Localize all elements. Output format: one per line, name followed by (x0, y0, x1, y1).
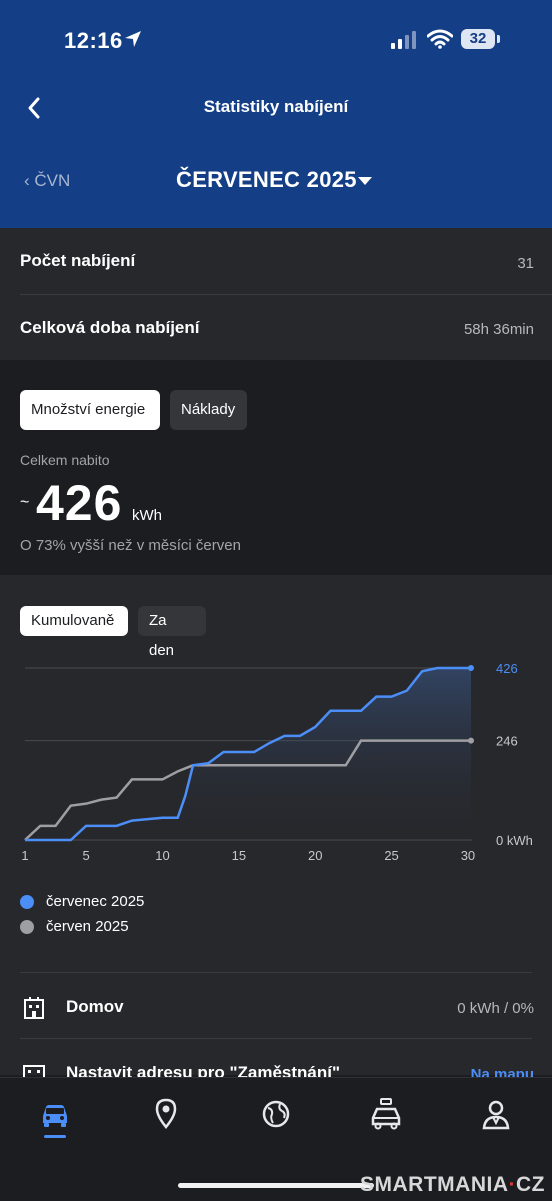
toggle-cumulative[interactable]: Kumulovaně (20, 606, 128, 636)
summary-divider (20, 294, 552, 295)
approx-sign: ~ (20, 494, 30, 511)
charge-duration-value: 58h 36min (463, 321, 534, 338)
car-service-icon[interactable] (368, 1096, 404, 1132)
tab-costs[interactable]: Náklady (170, 390, 247, 430)
chevron-left-icon: ‹ (24, 171, 35, 190)
location-pin-icon[interactable] (148, 1096, 184, 1132)
total-charged-value: 426 (36, 475, 123, 531)
tab-energy-amount[interactable]: Množství energie (20, 390, 160, 430)
legend-label-june: červen 2025 (46, 918, 129, 935)
x-axis-tick-label: 25 (384, 848, 398, 863)
person-icon[interactable] (478, 1096, 514, 1132)
total-charged-unit: kWh (132, 507, 162, 524)
june-end-marker (468, 737, 474, 744)
previous-month-label: ČVN (34, 171, 71, 190)
location-divider-2 (20, 1038, 532, 1039)
watermark-suffix: CZ (515, 1173, 545, 1196)
june-series-line (24, 739, 471, 841)
battery-indicator: 32 (461, 29, 495, 49)
car-icon[interactable] (37, 1096, 73, 1132)
y-axis-label: 0 kWh (496, 833, 533, 848)
legend-dot-june (20, 920, 34, 934)
caret-down-icon[interactable] (358, 177, 372, 185)
july-end-marker (468, 665, 474, 671)
building-icon (24, 997, 44, 1019)
x-axis-tick-label: 30 (461, 848, 475, 863)
watermark: SMARTMANIA·CZ (360, 1173, 545, 1197)
location-divider-1 (20, 972, 532, 973)
month-selector[interactable]: ČERVENEC 2025 (176, 167, 357, 192)
x-axis-tick-label: 10 (155, 848, 169, 863)
charge-count-label: Počet nabíjení (20, 251, 136, 270)
x-axis-tick-label: 20 (308, 848, 322, 863)
cellular-signal-icon (391, 31, 416, 49)
toggle-per-day[interactable]: Za den (138, 606, 206, 659)
july-series-line (25, 666, 471, 842)
page-title: Statistiky nabíjení (203, 97, 349, 116)
x-axis-tick-label: 1 (21, 848, 28, 863)
globe-icon[interactable] (258, 1096, 294, 1132)
y-axis-label: 426 (496, 661, 518, 676)
home-location-value: 0 kWh / 0% (457, 1000, 534, 1017)
watermark-dot: · (508, 1173, 516, 1196)
status-time: 12:16 (64, 28, 123, 53)
charge-duration-label: Celková doba nabíjení (20, 318, 200, 337)
legend-dot-july (20, 895, 34, 909)
watermark-text: SMARTMANIA (360, 1173, 509, 1196)
wifi-icon (427, 29, 453, 49)
active-tab-indicator (44, 1135, 66, 1138)
legend-label-july: červenec 2025 (46, 893, 145, 910)
location-arrow-icon (125, 31, 141, 47)
bottom-tab-bar (0, 1077, 552, 1201)
x-axis-tick-label: 5 (82, 848, 89, 863)
home-indicator (178, 1183, 374, 1188)
previous-month-button[interactable]: ‹ ČVN (24, 171, 70, 191)
back-chevron-icon[interactable] (26, 96, 42, 120)
charge-count-value: 31 (517, 255, 534, 272)
status-bar: 12:16 32 (0, 0, 552, 80)
x-axis-tick-label: 15 (232, 848, 246, 863)
battery-cap (497, 35, 500, 43)
comparison-text: O 73% vyšší než v měsíci červen (20, 537, 241, 554)
total-charged-label: Celkem nabito (20, 452, 110, 468)
y-axis-label: 246 (496, 734, 518, 749)
app-header: 12:16 32 Statistiky nabíjení ‹ ČVN ČERVE… (0, 0, 552, 228)
home-location-label[interactable]: Domov (66, 997, 124, 1016)
july-area-fill (25, 668, 471, 840)
